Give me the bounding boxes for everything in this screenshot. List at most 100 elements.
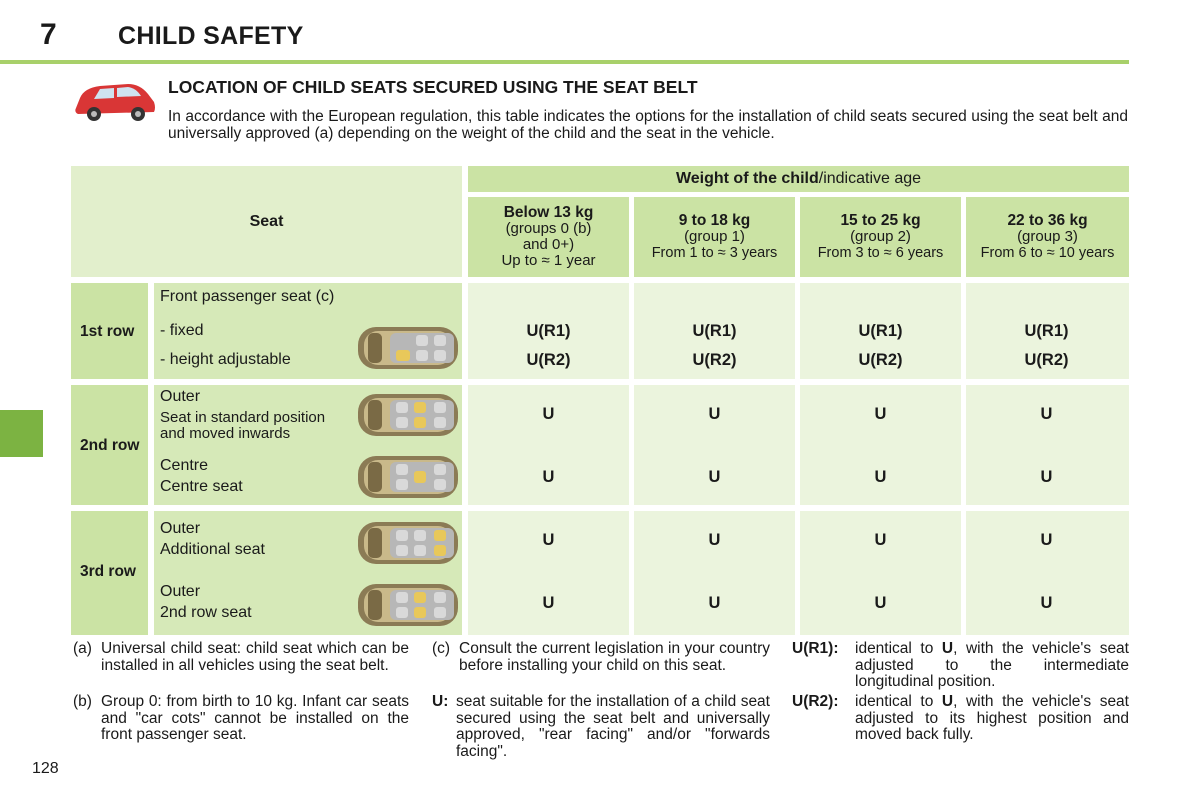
value-cell: U(R1): [692, 322, 737, 340]
row2a-title: Outer: [160, 388, 201, 405]
weight-header: Weight of the child/indicative age: [468, 166, 1129, 192]
row3b-title: Outer: [160, 583, 201, 600]
col-age: From 3 to ≈ 6 years: [817, 245, 944, 261]
footnote-text: Consult the current legislation in your …: [459, 640, 770, 674]
col-weight: 9 to 18 kg: [678, 212, 751, 229]
footnote-b: (b) Group 0: from birth to 10 kg. Infant…: [73, 693, 409, 746]
col-weight: 15 to 25 kg: [840, 212, 921, 229]
footnote-text-part: identical to: [855, 693, 942, 710]
value-cell: U(R2): [1024, 351, 1069, 369]
value-cell: U(R1): [858, 322, 903, 340]
value-cell: U: [874, 531, 887, 549]
footnote-c: (c) Consult the current legislation in y…: [432, 640, 770, 693]
row-label-1st: 1st row: [80, 323, 135, 340]
column-separator: [795, 283, 800, 635]
value-cell: U(R2): [858, 351, 903, 369]
footnote-text: Universal child seat: child seat which c…: [101, 640, 409, 674]
seat-column-header: Seat: [71, 166, 462, 277]
car-top-view-front-seat-icon: [358, 327, 458, 369]
value-cell: U: [708, 594, 721, 612]
footnote-text-bold: U: [941, 693, 954, 710]
row2b-line2: Centre seat: [160, 478, 243, 495]
value-cell: U: [874, 594, 887, 612]
footnote-text: seat suitable for the installation of a …: [456, 693, 770, 760]
row1-title: Front passenger seat (c): [160, 288, 335, 305]
value-cell: U: [542, 531, 555, 549]
value-cell: U: [874, 468, 887, 486]
footnote-key: (a): [73, 640, 92, 657]
col-group: (group 3): [1017, 228, 1078, 245]
value-cell: U: [874, 405, 887, 423]
col-weight: 22 to 36 kg: [1007, 212, 1088, 229]
col-group: (group 1): [684, 228, 745, 245]
value-cell: U: [1040, 468, 1053, 486]
footnote-key: U(R2):: [792, 693, 839, 710]
col-age: From 1 to ≈ 3 years: [651, 245, 778, 261]
row2b-title: Centre: [160, 457, 209, 474]
footnote-text-part: , with the vehicle's seat adjusted to th…: [855, 640, 1129, 690]
value-cell: U: [542, 405, 555, 423]
value-cell: U: [1040, 531, 1053, 549]
footnote-ur1: U(R1): identical to U, with the vehicle'…: [792, 640, 1129, 693]
value-cell: U: [1040, 594, 1053, 612]
row-label-2nd: 2nd row: [80, 437, 140, 454]
footnote-text: Group 0: from birth to 10 kg. Infant car…: [101, 693, 409, 743]
footnote-ur2: U(R2): identical to U, with the vehicle'…: [792, 693, 1129, 746]
footnote-text-part: , with the vehicle's seat adjusted to it…: [855, 693, 1129, 743]
col-age: Up to ≈ 1 year: [501, 252, 596, 269]
col-group: (group 2): [850, 228, 911, 245]
value-cell: U(R1): [526, 322, 571, 340]
weight-header-rest: /indicative age: [818, 170, 922, 187]
section-title: LOCATION OF CHILD SEATS SECURED USING TH…: [168, 77, 698, 97]
row2a-line3: and moved inwards: [160, 425, 291, 442]
column-header-below-13kg: Below 13 kg (groups 0 (b) and 0+) Up to …: [468, 197, 629, 277]
value-cell: U(R2): [526, 351, 571, 369]
chapter-number: 7: [40, 18, 57, 51]
weight-header-bold: Weight of the child: [675, 170, 819, 187]
col-age: From 6 to ≈ 10 years: [980, 245, 1115, 261]
value-cell: U(R2): [692, 351, 737, 369]
footnote-text: identical to U, with the vehicle's seat …: [855, 693, 1129, 744]
footnote-key: (b): [73, 693, 92, 710]
intro-paragraph: In accordance with the European regulati…: [168, 108, 1128, 142]
value-cell: U: [708, 531, 721, 549]
footnote-key: U(R1):: [792, 640, 839, 657]
value-cell: U: [708, 468, 721, 486]
footnote-key: (c): [432, 640, 451, 657]
header-rule: [0, 60, 1129, 64]
footnote-u: U: seat suitable for the installation of…: [432, 693, 770, 764]
row-label-cell-2: [71, 385, 148, 505]
footnote-key: U:: [432, 693, 449, 710]
column-separator: [629, 283, 634, 635]
row3a-title: Outer: [160, 520, 201, 537]
row-label-3rd: 3rd row: [80, 563, 136, 580]
chapter-side-tab: [0, 410, 43, 457]
col-group-cont: and 0+): [522, 236, 575, 253]
chapter-title: CHILD SAFETY: [118, 22, 304, 50]
column-header-22-36kg: 22 to 36 kg (group 3) From 6 to ≈ 10 yea…: [966, 197, 1129, 277]
red-car-icon: [75, 84, 155, 121]
row1-height-adjustable: - height adjustable: [160, 351, 291, 368]
row-label-cell-1: [71, 283, 148, 379]
footnote-a: (a) Universal child seat: child seat whi…: [73, 640, 409, 693]
footnote-text-part: identical to: [855, 640, 942, 657]
value-cell: U: [708, 405, 721, 423]
car-top-view-2nd-row-outer-icon: [358, 394, 458, 436]
page-number: 128: [32, 760, 59, 777]
footnote-text-bold: U: [941, 640, 954, 657]
car-top-view-3rd-row-additional-icon: [358, 522, 458, 564]
value-cell: U: [542, 594, 555, 612]
car-top-view-3rd-row-2nd-row-seat-icon: [358, 584, 458, 626]
row3b-line2: 2nd row seat: [160, 604, 252, 621]
row-label-cell-3: [71, 511, 148, 635]
col-weight: Below 13 kg: [503, 204, 594, 221]
column-separator: [961, 283, 966, 635]
row2a-line2: Seat in standard position: [160, 409, 326, 426]
value-cell: U: [542, 468, 555, 486]
row3a-line2: Additional seat: [160, 541, 265, 558]
column-header-15-25kg: 15 to 25 kg (group 2) From 3 to ≈ 6 year…: [800, 197, 961, 277]
col-group: (groups 0 (b): [505, 220, 592, 237]
car-top-view-2nd-row-centre-icon: [358, 456, 458, 498]
value-cell: U: [1040, 405, 1053, 423]
value-cell: U(R1): [1024, 322, 1069, 340]
